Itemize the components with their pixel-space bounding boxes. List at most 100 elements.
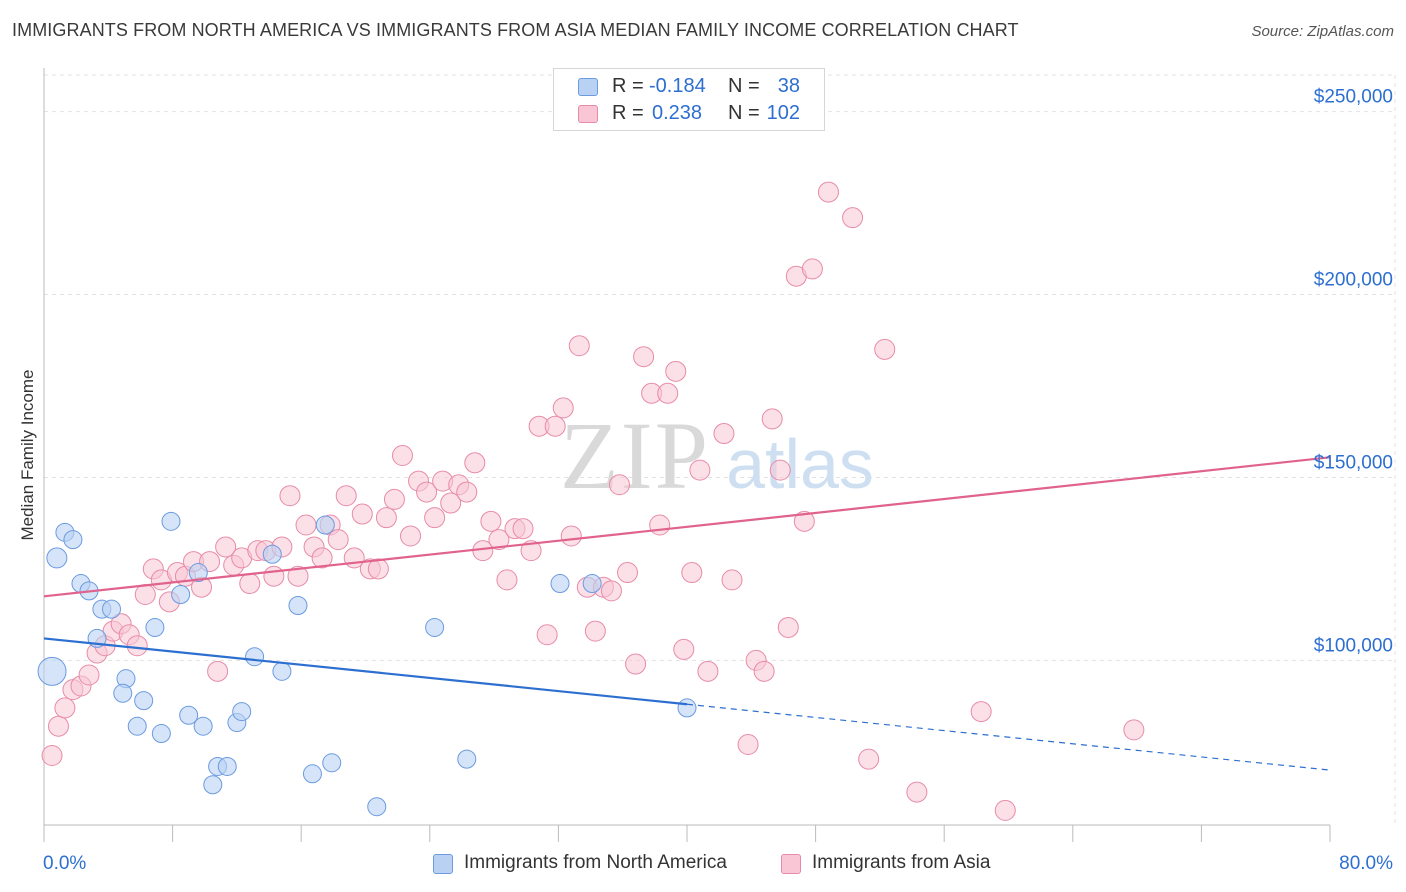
asia-point (375, 507, 397, 529)
asia-point (681, 562, 703, 584)
series-north-america-points (37, 511, 697, 817)
r-value-north-america: -0.184 (649, 75, 706, 97)
asia-point (215, 536, 237, 558)
north-america-point (245, 647, 265, 667)
north-america-point (457, 749, 477, 769)
x-tick-label: 80.0% (1339, 853, 1393, 874)
asia-point (47, 715, 69, 737)
asia-swatch (781, 854, 801, 874)
asia-point (617, 562, 639, 584)
north-america-point (315, 515, 335, 535)
tick-labels: $100,000 $150,000 $200,000 $250,000 0.0% 80.0… (43, 87, 1393, 874)
north-america-point (677, 698, 697, 718)
north-america-point (367, 797, 387, 817)
asia-point (367, 558, 389, 580)
asia-point (311, 547, 333, 569)
asia-point (625, 653, 647, 675)
north-america-point (46, 547, 68, 569)
legend-label-north-america: Immigrants from North America (464, 852, 727, 873)
watermark-zip: ZIP (560, 402, 710, 509)
asia-point (1123, 719, 1145, 741)
asia-point (335, 485, 357, 507)
north-america-point (63, 530, 83, 550)
north-america-point (217, 756, 237, 776)
asia-point (673, 638, 695, 660)
n-value-north-america: 38 (777, 75, 800, 97)
asia-swatch (578, 105, 598, 123)
asia-point (665, 360, 687, 382)
asia-point (689, 459, 711, 481)
asia-point (560, 525, 582, 547)
asia-point (400, 525, 422, 547)
y-tick-label: $150,000 (1314, 452, 1393, 473)
asia-point (295, 514, 317, 536)
y-tick-label: $250,000 (1314, 87, 1393, 108)
asia-point (753, 660, 775, 682)
watermark-atlas: atlas (726, 425, 874, 503)
asia-point (456, 481, 478, 503)
r-label: R = (612, 102, 644, 124)
source-note: Source: ZipAtlas.com (1251, 23, 1394, 40)
asia-point (777, 616, 799, 638)
asia-point (207, 660, 229, 682)
series-asia-points (41, 181, 1145, 821)
asia-trend-line (43, 456, 1331, 598)
asia-point (126, 635, 148, 657)
axes (43, 68, 1331, 842)
asia-point (41, 744, 63, 766)
asia-point (78, 664, 100, 686)
asia-point (54, 697, 76, 719)
asia-point (544, 415, 566, 437)
asia-point (279, 485, 301, 507)
north-america-point (127, 716, 147, 736)
north-america-point (193, 716, 213, 736)
asia-point (737, 734, 759, 756)
north-america-point (188, 563, 208, 583)
asia-point (488, 529, 510, 551)
north-america-point (145, 617, 165, 637)
asia-point (713, 423, 735, 445)
north-america-point (425, 617, 445, 637)
r-value-asia: 0.238 (652, 102, 703, 124)
north-america-point (171, 585, 191, 605)
watermark: ZIP atlas (560, 402, 874, 509)
asia-point (568, 335, 590, 357)
north-america-swatch (578, 78, 598, 96)
asia-point (721, 569, 743, 591)
north-america-point (262, 544, 282, 564)
north-america-point (272, 661, 292, 681)
asia-point (440, 492, 462, 514)
asia-point (769, 459, 791, 481)
asia-point (480, 510, 502, 532)
asia-point (842, 207, 864, 229)
asia-point (416, 481, 438, 503)
north-america-point (37, 656, 67, 686)
y-tick-label: $100,000 (1314, 635, 1393, 656)
asia-point (697, 660, 719, 682)
asia-point (874, 338, 896, 360)
north-america-trend-extension (686, 703, 1331, 771)
y-tick-label: $200,000 (1314, 270, 1393, 291)
north-america-point (161, 511, 181, 531)
asia-point (649, 514, 671, 536)
asia-point (761, 408, 783, 430)
north-america-point (232, 702, 252, 722)
asia-point (383, 488, 405, 510)
asia-point (424, 507, 446, 529)
asia-point (464, 452, 486, 474)
north-america-point (151, 724, 171, 744)
r-label: R = (612, 75, 644, 97)
asia-point (906, 781, 928, 803)
north-america-trend-line (43, 637, 688, 706)
north-america-point (134, 691, 154, 711)
asia-point (351, 503, 373, 525)
asia-point (536, 624, 558, 646)
asia-point (801, 258, 823, 280)
asia-point (584, 620, 606, 642)
asia-point (858, 748, 880, 770)
north-america-point (288, 595, 308, 615)
n-value-asia: 102 (766, 102, 800, 124)
north-america-point (582, 574, 602, 594)
chart-title: IMMIGRANTS FROM NORTH AMERICA VS IMMIGRA… (12, 20, 1019, 40)
